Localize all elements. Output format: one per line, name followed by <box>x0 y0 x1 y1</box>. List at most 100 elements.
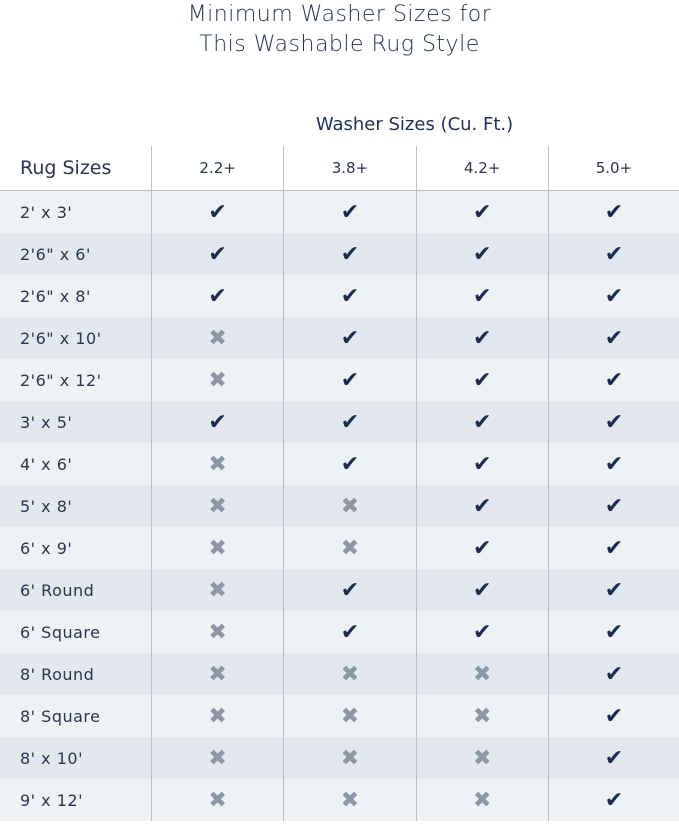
rug-size-cell: 2' x 3' <box>0 190 152 233</box>
rug-size-cell: 6' x 9' <box>0 527 152 569</box>
cross-icon: ✖ <box>208 325 227 351</box>
rug-size-cell: 5' x 8' <box>0 485 152 527</box>
fit-cell: ✔ <box>547 275 679 317</box>
table-row: 2'6" x 12' ✖ ✔ ✔ ✔ <box>0 359 679 401</box>
fit-cell: ✖ <box>150 653 284 695</box>
fit-cell: ✔ <box>150 275 284 317</box>
column-header: 5.0+ <box>547 146 679 191</box>
checkmark-icon: ✔ <box>472 199 492 225</box>
table-row: 6' Round ✖ ✔ ✔ ✔ <box>0 569 679 611</box>
checkmark-icon: ✔ <box>208 241 227 267</box>
fit-cell: ✖ <box>283 653 417 695</box>
washer-sizes-header: Washer Sizes (Cu. Ft.) <box>315 114 514 135</box>
rug-size-cell: 8' Round <box>0 653 152 695</box>
cross-icon: ✖ <box>208 367 227 393</box>
rug-size-cell: 2'6" x 10' <box>0 317 152 359</box>
fit-cell: ✖ <box>150 695 284 737</box>
table-row: 6' x 9' ✖ ✖ ✔ ✔ <box>0 527 679 569</box>
fit-cell: ✖ <box>283 485 417 527</box>
checkmark-icon: ✔ <box>208 199 227 225</box>
table-row: 5' x 8' ✖ ✖ ✔ ✔ <box>0 485 679 527</box>
fit-cell: ✔ <box>283 401 417 443</box>
rug-size-cell: 2'6" x 12' <box>0 359 152 401</box>
column-header: 3.8+ <box>283 146 417 191</box>
cross-icon: ✖ <box>472 703 492 729</box>
cross-icon: ✖ <box>340 493 360 519</box>
checkmark-icon: ✔ <box>472 577 492 603</box>
fit-cell: ✔ <box>547 611 679 653</box>
checkmark-icon: ✔ <box>604 283 624 309</box>
table-row: 6' Square ✖ ✔ ✔ ✔ <box>0 611 679 653</box>
fit-cell: ✖ <box>283 695 417 737</box>
checkmark-icon: ✔ <box>472 619 492 645</box>
cross-icon: ✖ <box>472 661 492 687</box>
fit-cell: ✔ <box>547 569 679 611</box>
rug-size-cell: 8' Square <box>0 695 152 737</box>
checkmark-icon: ✔ <box>208 409 227 435</box>
table-row: 2' x 3' ✔ ✔ ✔ ✔ <box>0 190 679 233</box>
fit-cell: ✔ <box>415 485 549 527</box>
fit-cell: ✖ <box>415 779 549 821</box>
table-row: 8' Round ✖ ✖ ✖ ✔ <box>0 653 679 695</box>
checkmark-icon: ✔ <box>472 283 492 309</box>
fit-cell: ✔ <box>547 779 679 821</box>
fit-cell: ✔ <box>547 653 679 695</box>
title-line-1: Minimum Washer Sizes for <box>187 2 492 27</box>
checkmark-icon: ✔ <box>340 241 360 267</box>
rug-sizes-header: Rug Sizes <box>0 146 152 191</box>
checkmark-icon: ✔ <box>472 535 492 561</box>
fit-cell: ✖ <box>150 359 284 401</box>
fit-cell: ✖ <box>150 527 284 569</box>
checkmark-icon: ✔ <box>340 577 360 603</box>
cross-icon: ✖ <box>340 661 360 687</box>
table-row: 4' x 6' ✖ ✔ ✔ ✔ <box>0 443 679 485</box>
fit-cell: ✔ <box>547 359 679 401</box>
checkmark-icon: ✔ <box>472 409 492 435</box>
column-header: 4.2+ <box>415 146 549 191</box>
fit-cell: ✖ <box>415 737 549 779</box>
fit-cell: ✔ <box>415 317 549 359</box>
checkmark-icon: ✔ <box>340 451 360 477</box>
fit-cell: ✔ <box>150 190 284 233</box>
cross-icon: ✖ <box>340 787 360 813</box>
header-row: Rug Sizes 2.2+ 3.8+ 4.2+ 5.0+ <box>0 146 679 191</box>
cross-icon: ✖ <box>208 745 227 771</box>
table-row: 2'6" x 6' ✔ ✔ ✔ ✔ <box>0 233 679 275</box>
fit-cell: ✔ <box>547 695 679 737</box>
fit-cell: ✔ <box>415 611 549 653</box>
cross-icon: ✖ <box>472 787 492 813</box>
cross-icon: ✖ <box>340 535 360 561</box>
cross-icon: ✖ <box>340 745 360 771</box>
cross-icon: ✖ <box>208 451 227 477</box>
checkmark-icon: ✔ <box>604 745 624 771</box>
rug-size-cell: 2'6" x 6' <box>0 233 152 275</box>
fit-cell: ✔ <box>415 275 549 317</box>
fit-cell: ✖ <box>415 653 549 695</box>
fit-cell: ✖ <box>150 317 284 359</box>
cross-icon: ✖ <box>208 619 227 645</box>
checkmark-icon: ✔ <box>340 283 360 309</box>
checkmark-icon: ✔ <box>472 241 492 267</box>
fit-cell: ✔ <box>283 443 417 485</box>
fit-cell: ✔ <box>150 233 284 275</box>
fit-cell: ✔ <box>547 443 679 485</box>
checkmark-icon: ✔ <box>472 367 492 393</box>
fit-cell: ✔ <box>547 485 679 527</box>
cross-icon: ✖ <box>208 661 227 687</box>
rug-size-cell: 2'6" x 8' <box>0 275 152 317</box>
title-line-2: This Washable Rug Style <box>199 32 480 57</box>
table-row: 3' x 5' ✔ ✔ ✔ ✔ <box>0 401 679 443</box>
cross-icon: ✖ <box>208 535 227 561</box>
fit-cell: ✔ <box>415 359 549 401</box>
table-row: 2'6" x 8' ✔ ✔ ✔ ✔ <box>0 275 679 317</box>
fit-cell: ✔ <box>415 443 549 485</box>
fit-cell: ✔ <box>415 569 549 611</box>
fit-cell: ✖ <box>150 485 284 527</box>
checkmark-icon: ✔ <box>340 619 360 645</box>
cross-icon: ✖ <box>472 745 492 771</box>
cross-icon: ✖ <box>208 493 227 519</box>
rug-size-cell: 6' Square <box>0 611 152 653</box>
checkmark-icon: ✔ <box>340 409 360 435</box>
checkmark-icon: ✔ <box>208 283 227 309</box>
checkmark-icon: ✔ <box>604 661 624 687</box>
